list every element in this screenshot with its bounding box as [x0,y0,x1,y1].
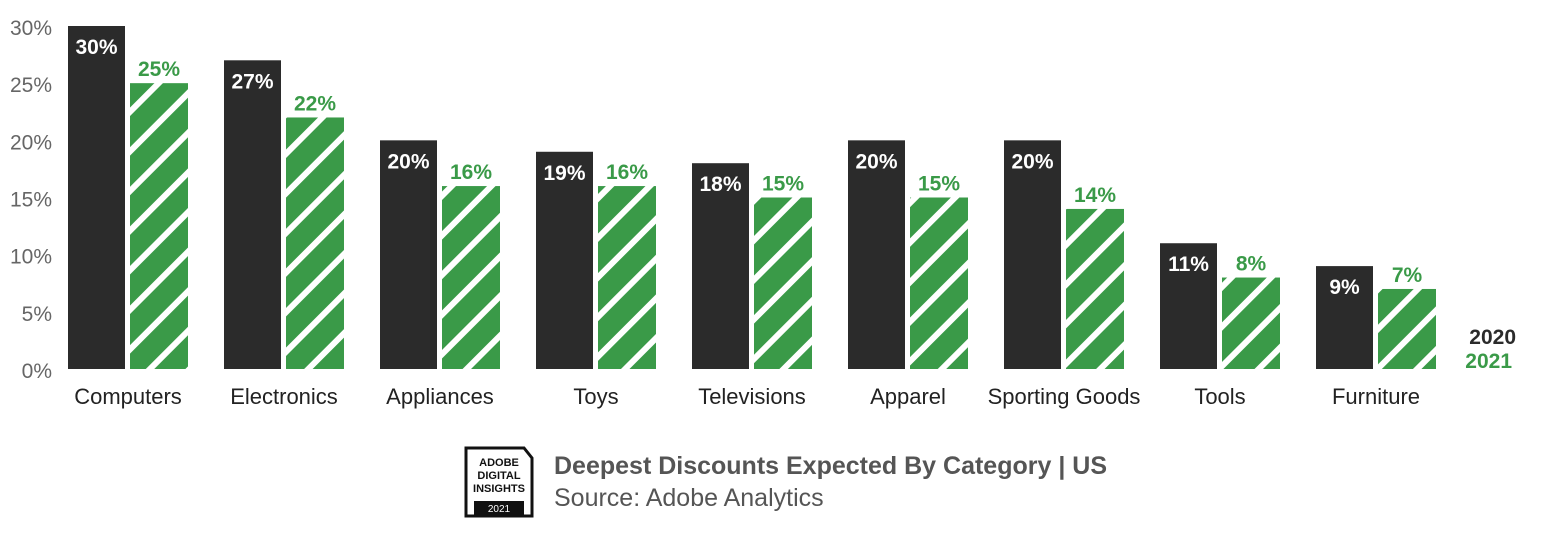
bar-2021 [910,197,968,369]
bar-2021 [286,117,344,369]
x-tick-label: Computers [74,384,182,409]
x-tick-label: Sporting Goods [988,384,1141,409]
bar-2021 [1378,288,1436,369]
y-tick-label: 5% [22,303,52,326]
svg-text:DIGITAL: DIGITAL [477,470,520,482]
x-tick-label: Apparel [870,384,946,409]
data-label-2021: 15% [918,173,960,196]
data-label-2021: 25% [138,58,180,81]
y-tick-label: 30% [10,17,52,40]
data-label-2020: 20% [855,150,897,173]
y-tick-label: 10% [10,246,52,269]
bar-2020 [1004,140,1061,369]
bar-2020 [224,60,281,370]
chart-source: Source: Adobe Analytics [554,484,824,512]
y-tick-label: 15% [10,189,52,212]
y-tick-label: 0% [22,360,52,383]
bar-2020 [692,163,749,369]
y-tick-label: 25% [10,74,52,97]
legend-2021: 2021 [1465,350,1512,373]
data-label-2020: 30% [75,36,117,59]
data-label-2020: 11% [1168,253,1209,276]
bar-2021 [598,186,656,369]
legend-2020: 2020 [1469,326,1516,349]
bar-2021 [442,186,500,369]
svg-text:INSIGHTS: INSIGHTS [473,483,525,495]
data-label-2021: 16% [606,161,648,184]
data-label-2020: 9% [1329,276,1360,299]
data-label-2021: 7% [1392,264,1423,287]
data-label-2021: 15% [762,173,804,196]
data-label-2020: 18% [699,173,741,196]
data-label-2020: 27% [231,70,273,93]
x-tick-label: Toys [573,384,618,409]
adobe-digital-insights-logo: ADOBE DIGITAL INSIGHTS 2021 [464,446,534,518]
bar-2020 [1160,243,1217,369]
bar-2020 [536,151,593,369]
footer: ADOBE DIGITAL INSIGHTS 2021 Deepest Disc… [464,446,1164,526]
data-label-2021: 16% [450,161,492,184]
data-label-2020: 19% [543,162,585,185]
x-tick-label: Televisions [698,384,806,409]
bar-2020 [380,140,437,369]
bar-chart: 0% 5% 10% 15% 20% 25% 30% 30% 25% Computers 27% 22%… [10,17,1516,409]
x-tick-label: Appliances [386,384,494,409]
data-label-2020: 20% [1011,150,1053,173]
bar-2020 [848,140,905,369]
bar-2021 [1066,208,1124,369]
bar-2021 [130,83,188,370]
svg-text:ADOBE: ADOBE [479,457,519,469]
y-tick-label: 20% [10,131,52,154]
x-tick-label: Electronics [230,384,338,409]
svg-text:2021: 2021 [488,504,511,515]
chart-title: Deepest Discounts Expected By Category |… [554,452,1107,480]
data-label-2021: 14% [1074,184,1116,207]
bar-2021 [1222,277,1280,369]
data-label-2021: 8% [1236,253,1267,276]
x-tick-label: Tools [1194,384,1245,409]
bar-2020 [1316,266,1373,369]
bar-2020 [68,26,125,369]
bar-2021 [754,197,812,369]
x-tick-label: Furniture [1332,384,1420,409]
data-label-2020: 20% [387,150,429,173]
data-label-2021: 22% [294,92,336,115]
